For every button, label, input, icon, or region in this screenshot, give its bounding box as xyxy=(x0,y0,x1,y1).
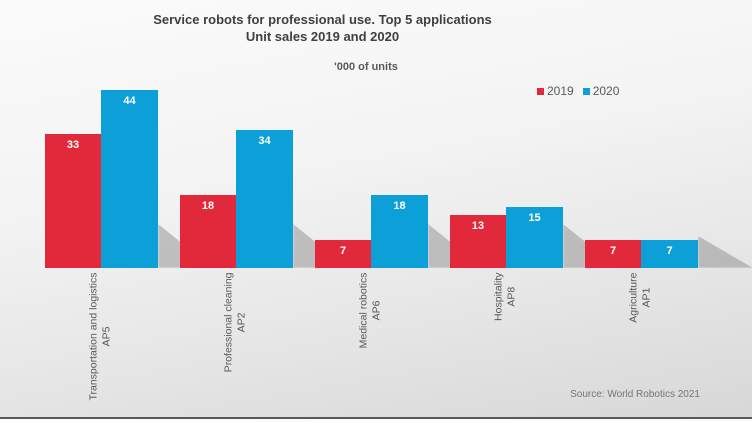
bar-value-label: 33 xyxy=(66,139,80,151)
bar-group-AP6: 7 18 xyxy=(315,0,483,268)
units-label: '000 of units xyxy=(334,61,398,73)
bar-value-label: 18 xyxy=(393,200,406,212)
bar-2019-AP6: 7 xyxy=(315,240,371,268)
category-name: Hospitality xyxy=(492,272,505,321)
bar-group-AP2: 18 34 xyxy=(180,0,348,268)
bar-value-label: 7 xyxy=(666,245,673,257)
legend-label: 2020 xyxy=(592,84,620,98)
category-name: Professional cleaning xyxy=(222,272,235,373)
chart-title-line1: Service robots for professional use. Top… xyxy=(153,12,492,27)
bar-2019-AP2: 18 xyxy=(180,195,236,268)
legend-swatch-icon xyxy=(582,87,590,95)
bar-2020-AP5: 44 xyxy=(101,90,158,268)
category-name: Transportation and logistics xyxy=(87,272,100,401)
legend-swatch-icon xyxy=(537,87,544,95)
category-code: AP6 xyxy=(370,300,383,321)
category-code: AP5 xyxy=(100,326,113,347)
category-name: Medical robotics xyxy=(357,272,370,349)
bar-2020-AP6: 18 xyxy=(371,195,428,268)
bar-2019-AP8: 13 xyxy=(450,215,506,268)
category-code: AP1 xyxy=(640,287,653,308)
chart-title: Service robots for professional use. Top… xyxy=(0,11,645,45)
bar-value-label: 18 xyxy=(201,200,215,212)
slide-bottom-edge xyxy=(0,417,752,423)
bar-2020-AP8: 15 xyxy=(506,207,563,268)
bar-value-label: 15 xyxy=(528,212,541,224)
chart-title-line2: Unit sales 2019 and 2020 xyxy=(245,29,400,44)
bar-value-label: 7 xyxy=(609,245,617,257)
legend: 2019 2020 xyxy=(537,84,619,98)
category-code: AP8 xyxy=(505,286,518,307)
bar-value-label: 34 xyxy=(258,135,271,147)
bar-2020-AP1: 7 xyxy=(641,240,698,268)
bar-2019-AP1: 7 xyxy=(585,240,641,268)
bar-2020-AP2: 34 xyxy=(236,130,293,268)
bar-group-AP5: 33 44 xyxy=(45,0,213,268)
legend-item-2020: 2020 xyxy=(582,84,620,98)
bar-value-label: 44 xyxy=(123,95,136,107)
category-code: AP2 xyxy=(235,312,248,333)
bar-group-AP8: 13 15 xyxy=(450,0,618,268)
bar-group-shadow xyxy=(698,236,752,268)
bar-2019-AP5: 33 xyxy=(45,134,101,268)
legend-item-2019: 2019 xyxy=(537,84,574,98)
legend-label: 2019 xyxy=(547,84,574,98)
bar-value-label: 13 xyxy=(471,220,485,232)
category-name: Agriculture xyxy=(627,272,640,323)
source-note: Source: World Robotics 2021 xyxy=(570,389,700,400)
bar-value-label: 7 xyxy=(339,245,347,257)
